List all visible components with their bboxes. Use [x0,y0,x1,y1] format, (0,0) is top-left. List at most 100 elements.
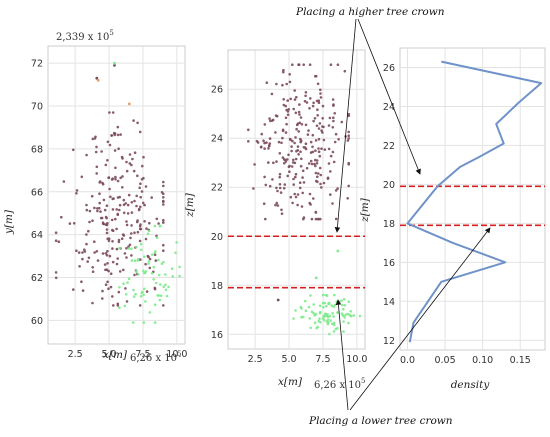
data-point-lower [318,317,321,321]
data-point-upper [265,141,268,144]
data-point-lower [171,275,174,278]
data-point-upper [108,187,111,191]
data-point-lower [147,260,151,263]
data-point-upper [299,140,303,144]
y-tick-label: 18 [383,219,395,230]
data-point-upper [278,175,282,179]
y-axis-label-density: z[m] [359,197,371,223]
data-point-upper [298,186,302,190]
data-point-upper [291,63,294,66]
data-point-upper [145,290,149,293]
data-point-upper [133,199,136,203]
data-point-upper [291,201,294,205]
data-point-upper [268,117,271,120]
data-point-upper [130,211,134,214]
data-point-lower [330,304,334,307]
data-point-upper [296,193,300,196]
data-point-upper [264,183,268,187]
data-point-upper [122,198,126,202]
data-point-lower [153,251,157,254]
data-point-lower [344,313,348,316]
data-point-upper [329,193,332,196]
data-point-upper [81,251,84,254]
data-point-upper [289,195,293,199]
data-point-upper [326,176,330,180]
data-point-lower [156,294,159,297]
panel-density: 0.0 0.05 0.10 0.15 12 14 16 18 20 22 24 26 density… [359,47,546,391]
data-point-upper [294,111,298,115]
data-point-upper [75,192,78,195]
data-point-upper [291,139,294,143]
data-point-upper [337,138,340,141]
data-point-lower [331,312,334,315]
data-point-upper [116,212,119,216]
data-point-upper [162,203,165,206]
data-point-upper [265,81,269,84]
data-point-upper [93,240,96,243]
data-point-lower [314,312,318,316]
data-point-upper [314,164,317,168]
data-point-upper [119,176,122,180]
data-point-upper [292,183,296,186]
data-point-lower [328,314,332,318]
data-point-upper [287,108,291,111]
data-point-upper [91,270,95,274]
data-point-lower [154,281,158,285]
data-point-lower [130,247,133,250]
data-point-upper [314,139,318,142]
data-point-upper [264,217,267,221]
data-point-lower [326,318,330,322]
data-point-lower [342,307,345,311]
plot-area-density [399,47,546,351]
data-point-upper [284,131,288,134]
data-point-upper [314,171,318,175]
y-tick-label: 24 [211,134,223,145]
data-point-lower [123,304,127,308]
data-point-upper [121,186,124,189]
x-axis-label-density: density [451,379,491,391]
y-tick-label: 62 [31,273,43,284]
data-point-lower [127,277,131,281]
data-point-upper [314,210,318,214]
data-point-upper [54,231,58,234]
data-point-upper [319,96,323,99]
data-point-lower [332,321,336,325]
xticks-xz: 2.5 5.0 7.5 10.0 [248,354,368,365]
data-point-upper [125,169,129,173]
data-point-lower [347,321,350,325]
data-point-lower [162,285,165,289]
data-point-upper [153,287,157,291]
data-point-upper [128,243,132,247]
data-point-upper [95,250,99,253]
data-point-upper [108,111,111,114]
data-point-upper [282,98,286,101]
data-point-lower [323,301,327,305]
arrow-lower-to-density [349,227,491,411]
data-point-upper [138,239,142,243]
data-point-upper [285,108,288,112]
data-point-upper [107,287,110,291]
x-axis-label-xy: x[m] [103,349,128,361]
data-point-upper [293,98,297,101]
y-tick-label: 66 [31,187,43,198]
data-point-upper [130,232,133,235]
data-point-upper [279,191,283,194]
data-point-upper [327,147,331,151]
data-point-upper [138,186,141,190]
data-point-upper [309,159,313,163]
data-point-upper [125,256,128,259]
data-point-upper [111,208,115,211]
data-point-upper [334,189,338,192]
data-point-upper [294,136,297,139]
data-point-upper [267,161,270,164]
x-tick-label: 2.5 [68,349,83,360]
data-point-upper [130,224,133,227]
data-point-upper [133,151,137,154]
data-point-upper [91,219,94,222]
data-point-lower [324,313,327,317]
data-point-lower [136,257,140,261]
data-point-lower [321,317,325,320]
annotations: Placing a higher tree crown Placing a lo… [295,6,491,427]
data-point-upper [343,69,347,73]
data-point-upper [284,116,288,120]
